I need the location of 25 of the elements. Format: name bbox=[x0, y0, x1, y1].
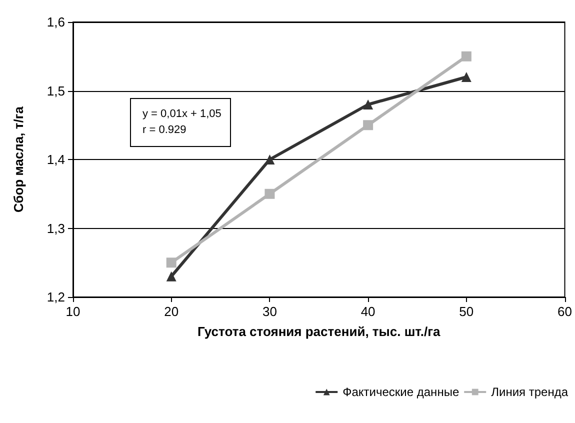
point bbox=[264, 154, 275, 164]
x-axis-title: Густота стояния растений, тыс. шт./га bbox=[198, 324, 442, 339]
legend-label: Фактические данные bbox=[342, 385, 460, 399]
y-tick-label: 1,3 bbox=[46, 220, 65, 236]
point bbox=[461, 72, 472, 82]
y-tick-label: 1,6 bbox=[46, 14, 65, 30]
annotation: r = 0.929 bbox=[142, 124, 186, 136]
x-tick-label: 60 bbox=[558, 304, 572, 319]
point bbox=[264, 188, 275, 199]
y-tick-label: 1,4 bbox=[46, 152, 65, 167]
annotation: y = 0,01x + 1,05 bbox=[142, 108, 222, 120]
x-tick-label: 30 bbox=[262, 304, 277, 319]
y-tick-label: 1,2 bbox=[46, 290, 65, 304]
point bbox=[166, 258, 176, 268]
x-tick-label: 10 bbox=[66, 304, 80, 319]
point bbox=[166, 271, 176, 282]
x-tick-label: 40 bbox=[360, 304, 376, 319]
legend-label: Линия тренда bbox=[491, 385, 568, 399]
x-tick-label: 20 bbox=[164, 304, 179, 319]
x-tick-label: 50 bbox=[459, 304, 474, 319]
point bbox=[363, 100, 374, 110]
y-axis-title: Сбор масла, т/га bbox=[11, 106, 26, 212]
y-tick-label: 1,5 bbox=[46, 83, 65, 98]
point bbox=[363, 120, 374, 130]
point bbox=[461, 51, 472, 62]
